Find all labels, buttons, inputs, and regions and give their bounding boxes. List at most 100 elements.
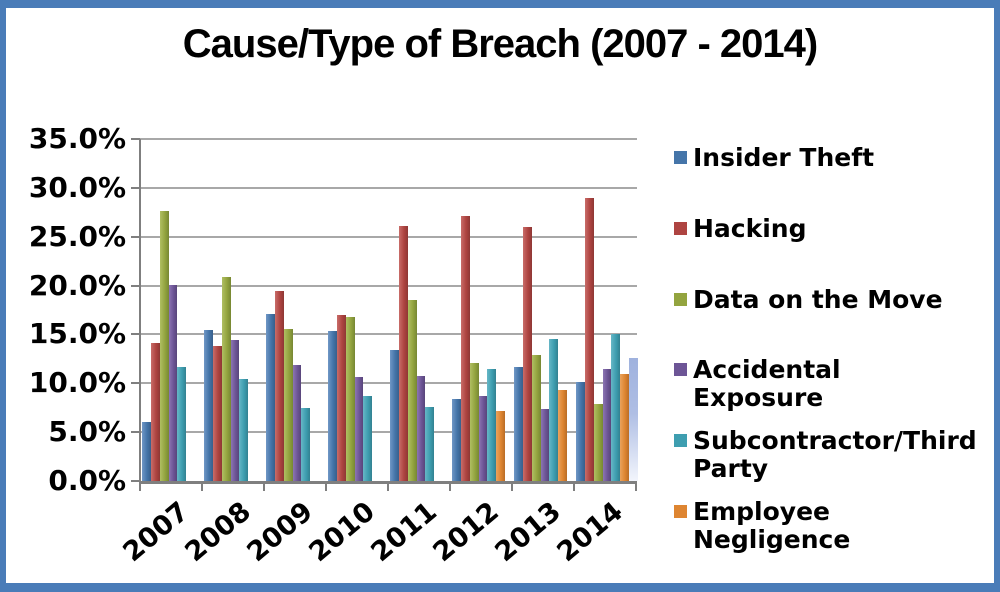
y-axis-tick bbox=[131, 382, 140, 385]
y-axis-tick-label: 10.0% bbox=[28, 366, 126, 400]
y-axis-tick bbox=[131, 480, 140, 482]
bar-data-on-the-move-2012 bbox=[469, 362, 479, 481]
bar-hacking-2012 bbox=[461, 216, 470, 481]
bar-accidental-exposure-2007 bbox=[168, 284, 178, 481]
x-axis-label-2010: 2010 bbox=[303, 496, 381, 569]
bar-data-on-the-move-2010 bbox=[345, 316, 355, 481]
legend-item-hacking: Hacking bbox=[674, 213, 984, 243]
legend-label-subcontractor-third-party: Subcontractor/Third Party bbox=[693, 426, 977, 484]
bar-employee-negligence-2014 bbox=[620, 374, 629, 481]
bar-subcontractor-third-party-2013 bbox=[549, 339, 559, 481]
y-axis-tick bbox=[131, 431, 140, 434]
legend-label-insider-theft: Insider Theft bbox=[693, 143, 875, 172]
bar-accidental-exposure-2011 bbox=[416, 376, 426, 481]
bar-employee-negligence-2013 bbox=[558, 390, 567, 481]
bar-data-on-the-move-2009 bbox=[283, 328, 293, 481]
x-axis-label-2009: 2009 bbox=[241, 496, 319, 569]
gridline bbox=[140, 382, 637, 385]
x-axis-tick bbox=[387, 481, 389, 491]
bar-insider-theft-2013 bbox=[514, 366, 523, 481]
bar-subcontractor-third-party-2011 bbox=[425, 406, 435, 481]
x-axis-label-2014: 2014 bbox=[551, 496, 629, 569]
bar-data-on-the-move-2008 bbox=[221, 276, 231, 481]
bar-insider-theft-2008 bbox=[204, 329, 213, 481]
legend-swatch-data-on-the-move bbox=[674, 292, 687, 306]
bar-data-on-the-move-2014 bbox=[593, 403, 603, 481]
bar-hacking-2010 bbox=[337, 314, 346, 481]
y-axis-line bbox=[139, 139, 141, 483]
y-axis-tick bbox=[131, 333, 140, 336]
legend-swatch-employee-negligence bbox=[674, 505, 687, 518]
x-axis-tick bbox=[511, 481, 513, 491]
legend-swatch-subcontractor-third-party bbox=[674, 434, 687, 448]
bar-insider-theft-2007 bbox=[142, 422, 151, 481]
legend-item-employee-negligence: Employee Negligence bbox=[674, 498, 984, 554]
x-axis-tick bbox=[325, 481, 327, 491]
x-axis-label-2013: 2013 bbox=[489, 496, 567, 569]
x-axis-label-2012: 2012 bbox=[427, 496, 505, 569]
bar-hacking-2013 bbox=[523, 226, 532, 481]
x-axis-tick bbox=[139, 481, 141, 491]
x-axis-tick bbox=[635, 481, 637, 491]
legend-item-data-on-the-move: Data on the Move bbox=[674, 284, 984, 314]
legend-item-subcontractor-third-party: Subcontractor/Third Party bbox=[674, 427, 984, 483]
y-axis-tick bbox=[131, 186, 140, 189]
y-axis-tick-label: 30.0% bbox=[28, 170, 126, 204]
legend-swatch-insider-theft bbox=[674, 151, 687, 164]
bar-insider-theft-2012 bbox=[452, 398, 461, 481]
bar-data-on-the-move-2013 bbox=[531, 354, 541, 481]
bar-subcontractor-third-party-2008 bbox=[239, 379, 249, 481]
x-axis-tick bbox=[263, 481, 265, 491]
bar-subcontractor-third-party-2009 bbox=[301, 407, 311, 481]
bar-insider-theft-2010 bbox=[328, 331, 337, 481]
bar-accidental-exposure-2009 bbox=[292, 364, 302, 481]
bar-accidental-exposure-2012 bbox=[478, 395, 488, 481]
x-axis-label-2008: 2008 bbox=[179, 496, 257, 569]
bar-hacking-2014 bbox=[585, 197, 594, 481]
legend-label-data-on-the-move: Data on the Move bbox=[693, 284, 943, 314]
legend-label-employee-negligence: Employee Negligence bbox=[693, 497, 851, 554]
y-axis-tick-label: 35.0% bbox=[28, 122, 126, 155]
bar-accidental-exposure-2008 bbox=[230, 340, 240, 481]
bar-subcontractor-third-party-2012 bbox=[487, 368, 497, 481]
legend-item-insider-theft: Insider Theft bbox=[674, 144, 984, 172]
bar-data-on-the-move-2011 bbox=[407, 300, 417, 481]
legend-label-accidental-exposure: Accidental Exposure bbox=[693, 355, 841, 413]
bar-insider-theft-2011 bbox=[390, 350, 399, 481]
y-axis-tick-label: 15.0% bbox=[28, 317, 126, 351]
gridline bbox=[140, 431, 637, 434]
y-axis-tick-label: 0.0% bbox=[48, 464, 126, 497]
x-axis-label-2007: 2007 bbox=[117, 496, 195, 569]
bar-hacking-2008 bbox=[213, 346, 222, 481]
gridline bbox=[140, 284, 637, 287]
gridline bbox=[140, 186, 637, 189]
bar-hacking-2011 bbox=[399, 225, 408, 481]
x-axis-label-2011: 2011 bbox=[365, 496, 443, 569]
x-axis-tick bbox=[573, 481, 575, 491]
bar-data-on-the-move-2007 bbox=[159, 211, 169, 481]
legend-item-accidental-exposure: Accidental Exposure bbox=[674, 356, 984, 412]
bar-accidental-exposure-2010 bbox=[354, 377, 364, 481]
bar-accidental-exposure-2014 bbox=[602, 368, 612, 481]
bar-subcontractor-third-party-2007 bbox=[177, 366, 187, 481]
y-axis-tick-label: 5.0% bbox=[48, 415, 126, 449]
gridline bbox=[140, 235, 637, 238]
y-axis-tick bbox=[131, 138, 140, 140]
bar-insider-theft-2009 bbox=[266, 313, 275, 481]
gridline bbox=[140, 333, 637, 336]
bar-subcontractor-third-party-2010 bbox=[363, 395, 373, 481]
y-axis-tick bbox=[131, 284, 140, 287]
bar-unlabeled-2014 bbox=[629, 357, 638, 481]
bar-accidental-exposure-2013 bbox=[540, 408, 550, 481]
legend-label-hacking: Hacking bbox=[693, 213, 807, 243]
legend-swatch-hacking bbox=[674, 221, 687, 235]
bar-insider-theft-2014 bbox=[576, 382, 585, 481]
x-axis-tick bbox=[201, 481, 203, 491]
bar-hacking-2009 bbox=[275, 291, 284, 481]
chart-title: Cause/Type of Breach (2007 - 2014) bbox=[182, 22, 818, 66]
y-axis-tick-label: 25.0% bbox=[28, 219, 126, 253]
x-axis-tick bbox=[449, 481, 451, 491]
bar-employee-negligence-2012 bbox=[496, 410, 505, 481]
legend-swatch-accidental-exposure bbox=[674, 363, 687, 377]
